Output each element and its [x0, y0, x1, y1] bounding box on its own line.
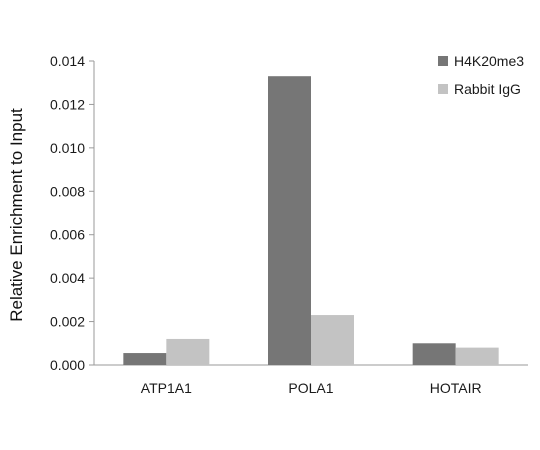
legend-label: Rabbit IgG	[454, 81, 521, 97]
y-tick-label: 0.004	[50, 270, 85, 286]
x-tick-label: HOTAIR	[430, 380, 482, 396]
legend-swatch	[438, 56, 448, 66]
y-axis-title: Relative Enrichment to Input	[7, 108, 26, 322]
y-tick-label: 0.002	[50, 314, 85, 330]
bar-h4k20me3-pola1	[268, 76, 311, 365]
x-tick-label: POLA1	[288, 380, 333, 396]
bar-rabbit-igg-hotair	[455, 347, 499, 365]
bar-h4k20me3-atp1a1	[123, 353, 167, 365]
legend: H4K20me3 Rabbit IgG	[438, 53, 524, 97]
legend-swatch	[438, 84, 448, 94]
y-tick-label: 0.006	[50, 227, 85, 243]
y-tick-label: 0.014	[50, 53, 85, 69]
y-tick-label: 0.010	[50, 140, 85, 156]
bar-rabbit-igg-pola1	[311, 315, 354, 365]
y-tick-label: 0.008	[50, 183, 85, 199]
x-tick-label: ATP1A1	[141, 380, 192, 396]
legend-label: H4K20me3	[454, 53, 524, 69]
plot-area: 0.000 0.002 0.004 0.006 0.008 0.010 0.012 0.014…	[50, 53, 528, 396]
y-tick-label: 0.000	[50, 357, 85, 373]
bar-h4k20me3-hotair	[412, 343, 456, 365]
bar-rabbit-igg-atp1a1	[166, 338, 210, 365]
y-tick-label: 0.012	[50, 96, 85, 112]
